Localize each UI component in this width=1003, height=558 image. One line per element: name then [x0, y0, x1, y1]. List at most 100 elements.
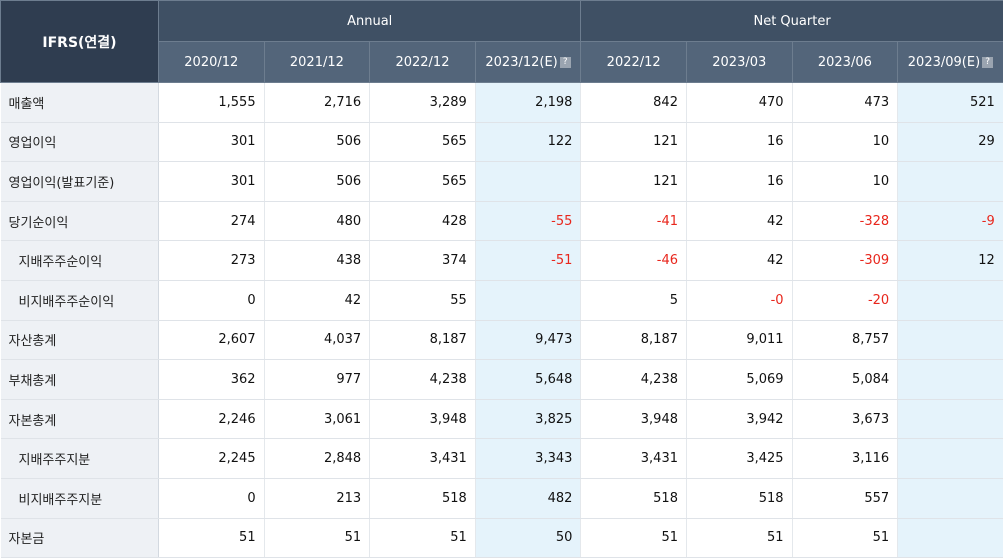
- net-quarter-group-header: Net Quarter: [581, 1, 1003, 42]
- table-cell: 518: [370, 478, 476, 518]
- period-header: 2023/06: [792, 42, 898, 83]
- table-cell: 557: [792, 478, 898, 518]
- table-cell: 3,948: [370, 399, 476, 439]
- row-label[interactable]: 지배주주지분: [1, 439, 159, 479]
- table-cell: 3,431: [581, 439, 687, 479]
- table-cell: 521: [898, 83, 1003, 123]
- table-cell: 482: [475, 478, 581, 518]
- table-cell: 3,431: [370, 439, 476, 479]
- table-cell: 301: [159, 122, 265, 162]
- table-cell: 506: [264, 122, 370, 162]
- row-label[interactable]: 자본금: [1, 518, 159, 558]
- table-cell: 4,037: [264, 320, 370, 360]
- table-cell: 1,555: [159, 83, 265, 123]
- table-cell: 2,198: [475, 83, 581, 123]
- period-header: 2021/12: [264, 42, 370, 83]
- row-label[interactable]: 영업이익(발표기준): [1, 162, 159, 202]
- table-cell: [898, 280, 1003, 320]
- row-label[interactable]: 당기순이익: [1, 201, 159, 241]
- table-cell: 0: [159, 280, 265, 320]
- table-cell: 5,069: [686, 360, 792, 400]
- table-cell: 3,425: [686, 439, 792, 479]
- table-cell: 2,245: [159, 439, 265, 479]
- row-label[interactable]: 매출액: [1, 83, 159, 123]
- table-cell: 4,238: [581, 360, 687, 400]
- table-cell: 12: [898, 241, 1003, 281]
- table-cell: 121: [581, 162, 687, 202]
- table-cell: 362: [159, 360, 265, 400]
- table-cell: 51: [370, 518, 476, 558]
- table-cell: 2,716: [264, 83, 370, 123]
- table-cell: -46: [581, 241, 687, 281]
- table-cell: [898, 320, 1003, 360]
- row-label[interactable]: 영업이익: [1, 122, 159, 162]
- table-cell: 51: [264, 518, 370, 558]
- table-cell: 0: [159, 478, 265, 518]
- table-cell: -51: [475, 241, 581, 281]
- table-cell: [898, 478, 1003, 518]
- table-cell: 213: [264, 478, 370, 518]
- table-cell: 2,246: [159, 399, 265, 439]
- table-cell: 5,648: [475, 360, 581, 400]
- table-cell: 274: [159, 201, 265, 241]
- table-cell: -328: [792, 201, 898, 241]
- table-cell: 3,942: [686, 399, 792, 439]
- table-cell: [898, 360, 1003, 400]
- table-cell: 3,825: [475, 399, 581, 439]
- table-cell: 565: [370, 122, 476, 162]
- table-cell: 51: [159, 518, 265, 558]
- table-cell: 565: [370, 162, 476, 202]
- table-cell: 9,473: [475, 320, 581, 360]
- table-cell: 480: [264, 201, 370, 241]
- table-cell: [898, 439, 1003, 479]
- table-cell: 42: [686, 241, 792, 281]
- row-label[interactable]: 비지배주주지분: [1, 478, 159, 518]
- table-cell: [898, 162, 1003, 202]
- table-cell: 42: [264, 280, 370, 320]
- table-cell: -0: [686, 280, 792, 320]
- table-cell: 518: [581, 478, 687, 518]
- table-cell: -9: [898, 201, 1003, 241]
- table-cell: 977: [264, 360, 370, 400]
- table-cell: 42: [686, 201, 792, 241]
- table-cell: [898, 518, 1003, 558]
- table-cell: 3,116: [792, 439, 898, 479]
- table-cell: 55: [370, 280, 476, 320]
- row-label[interactable]: 자본총계: [1, 399, 159, 439]
- table-cell: 3,948: [581, 399, 687, 439]
- period-header: 2020/12: [159, 42, 265, 83]
- estimate-info-icon[interactable]: ?: [982, 57, 993, 68]
- annual-group-header: Annual: [159, 1, 581, 42]
- row-label[interactable]: 부채총계: [1, 360, 159, 400]
- table-cell: 50: [475, 518, 581, 558]
- table-cell: 374: [370, 241, 476, 281]
- table-cell: 3,343: [475, 439, 581, 479]
- period-header: 2023/03: [686, 42, 792, 83]
- table-cell: -55: [475, 201, 581, 241]
- period-header: 2022/12: [581, 42, 687, 83]
- table-cell: [898, 399, 1003, 439]
- table-cell: -41: [581, 201, 687, 241]
- row-label[interactable]: 지배주주순이익: [1, 241, 159, 281]
- table-cell: 3,673: [792, 399, 898, 439]
- table-cell: 10: [792, 122, 898, 162]
- table-cell: 438: [264, 241, 370, 281]
- table-cell: 51: [581, 518, 687, 558]
- row-label[interactable]: 비지배주주순이익: [1, 280, 159, 320]
- ifrs-consolidated-header: IFRS(연결): [1, 1, 159, 83]
- estimate-info-icon[interactable]: ?: [560, 57, 571, 68]
- table-cell: 5,084: [792, 360, 898, 400]
- table-cell: 428: [370, 201, 476, 241]
- table-cell: [475, 280, 581, 320]
- table-cell: 8,757: [792, 320, 898, 360]
- row-label[interactable]: 자산총계: [1, 320, 159, 360]
